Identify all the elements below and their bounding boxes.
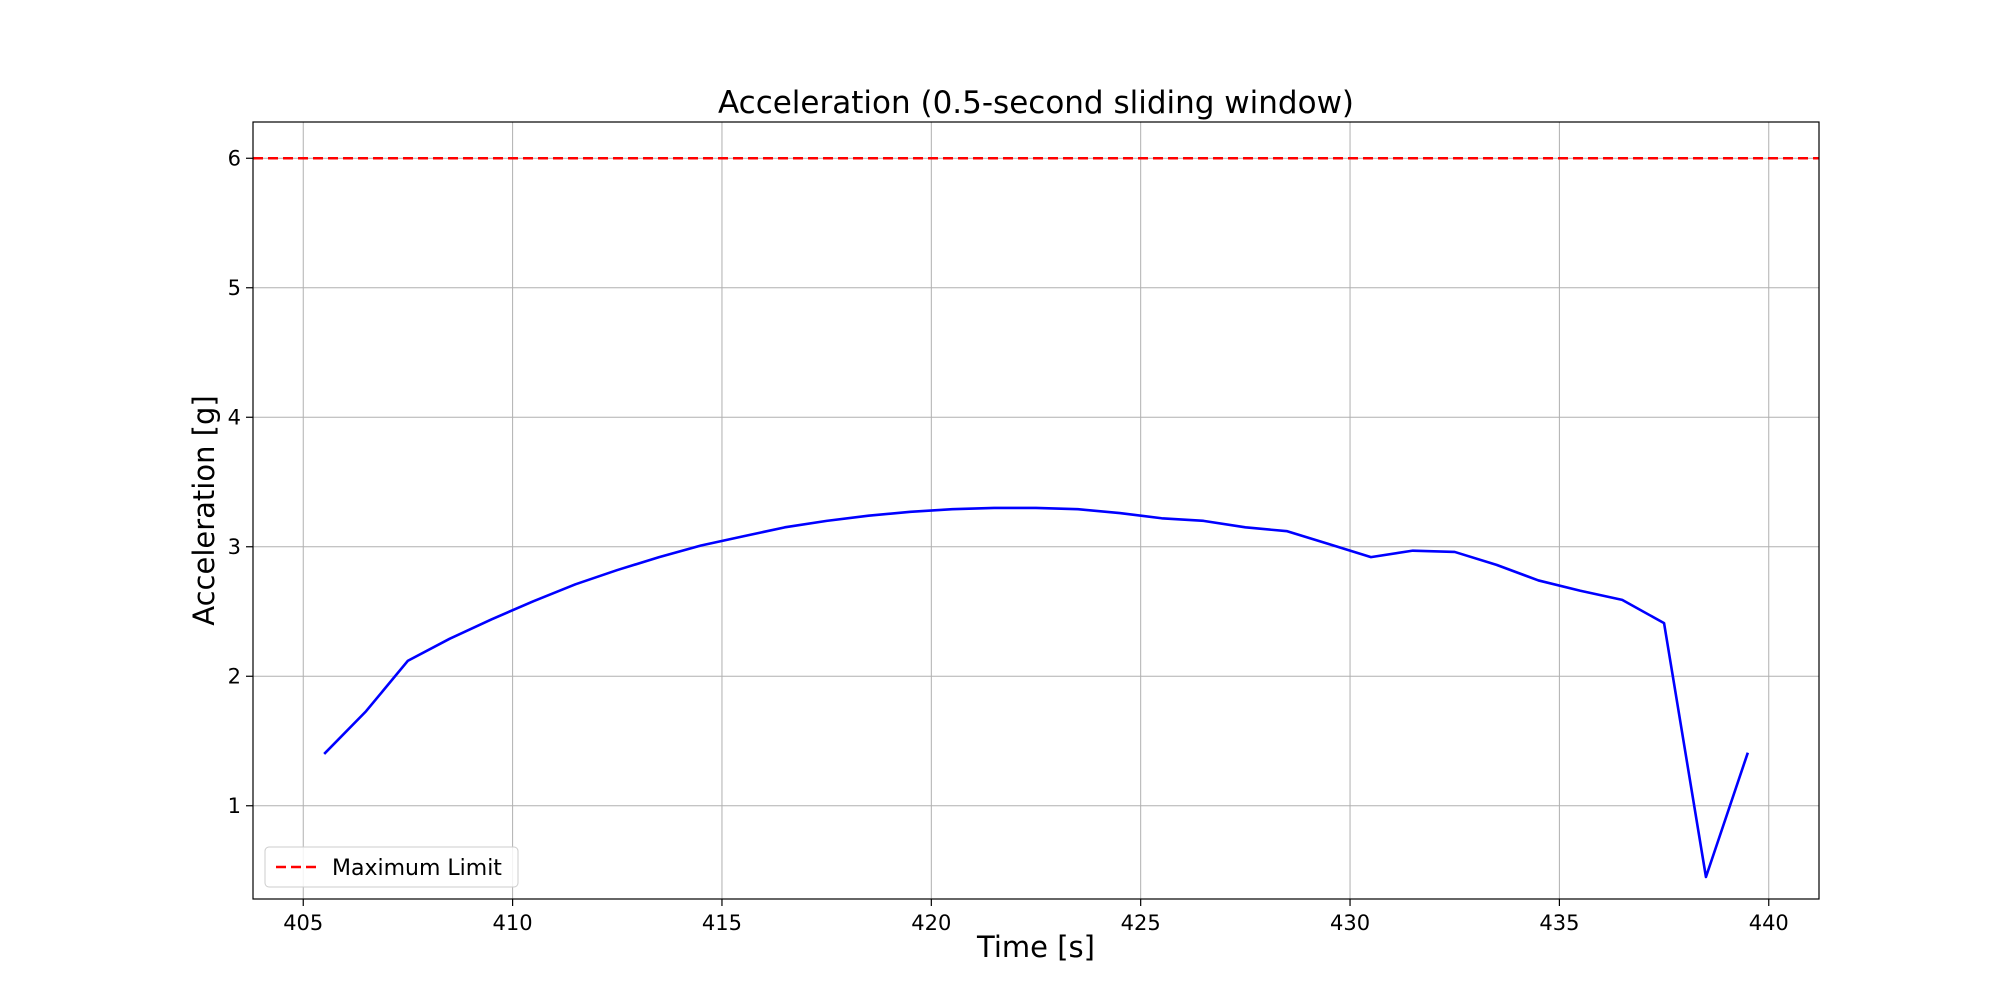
y-tick-label: 4: [228, 405, 241, 429]
legend-box: [264, 846, 519, 888]
y-axis-label: Acceleration [g]: [187, 395, 221, 625]
plot-frame: [252, 121, 1820, 900]
x-tick-label: 435: [1539, 911, 1579, 935]
legend: Maximum Limit: [264, 846, 519, 888]
x-tick-label: 415: [702, 911, 742, 935]
grid-layer: [253, 122, 1819, 899]
acceleration-series-line: [323, 506, 1750, 879]
legend-label: Maximum Limit: [332, 856, 502, 881]
y-tick-label: 5: [228, 276, 241, 300]
chart-title: Acceleration (0.5-second sliding window): [718, 85, 1354, 121]
y-tick-label: 2: [228, 664, 241, 688]
x-tick-label: 420: [911, 911, 951, 935]
tick-layer: 405 410 415 420 425 430 435 440 1 2 3 4 5 6: [228, 146, 1789, 935]
series-layer: [253, 156, 1819, 879]
x-tick-label: 430: [1330, 911, 1370, 935]
x-tick-label: 425: [1121, 911, 1161, 935]
y-tick-label: 3: [228, 535, 241, 559]
x-axis-label: Time [s]: [976, 930, 1095, 964]
x-tick-label: 405: [283, 911, 323, 935]
x-tick-label: 440: [1749, 911, 1789, 935]
x-tick-label: 410: [493, 911, 533, 935]
y-tick-label: 1: [228, 794, 241, 818]
y-tick-label: 6: [228, 146, 241, 170]
